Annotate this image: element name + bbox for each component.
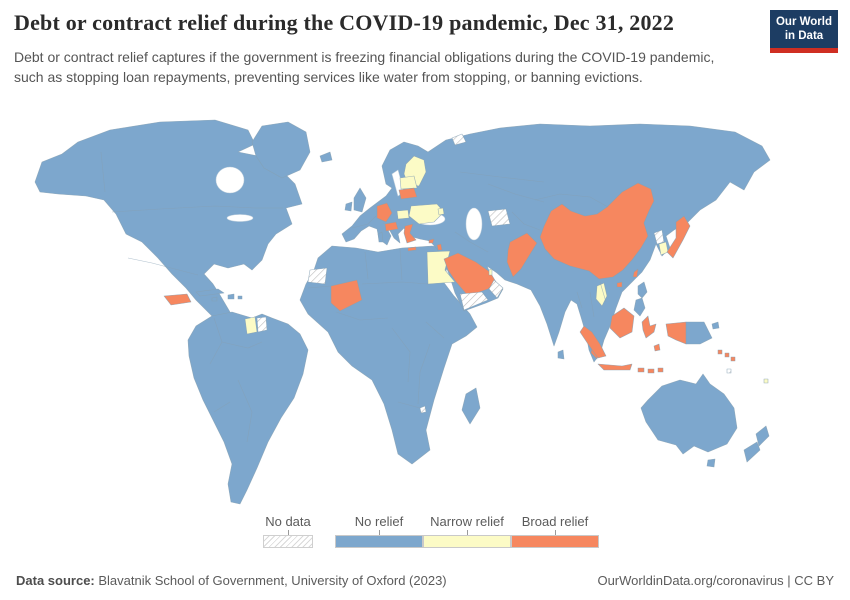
- region-germany[interactable]: [376, 202, 393, 223]
- region-iceland[interactable]: [319, 151, 333, 163]
- datasource-line: Data source: Blavatnik School of Governm…: [16, 573, 447, 588]
- legend-seg-narrow-relief[interactable]: Narrow relief: [423, 514, 511, 548]
- region-oman[interactable]: [488, 279, 504, 299]
- country-borders: [100, 151, 609, 443]
- region-yemen[interactable]: [459, 291, 489, 311]
- region-cyprus[interactable]: [428, 238, 435, 244]
- region-suriname[interactable]: [256, 316, 268, 333]
- region-mali[interactable]: [330, 279, 363, 312]
- region-australia[interactable]: [640, 373, 738, 455]
- region-taiwan[interactable]: [632, 268, 639, 278]
- legend-no-data-swatch[interactable]: [263, 535, 313, 548]
- owid-link[interactable]: OurWorldinData.org/coronavirus: [597, 573, 784, 588]
- world-map-container: [0, 112, 850, 518]
- region-puerto-rico[interactable]: [237, 295, 243, 300]
- legend-tick: [466, 530, 468, 535]
- region-hainan[interactable]: [616, 281, 623, 288]
- chart-footer: Data source: Blavatnik School of Governm…: [16, 573, 834, 588]
- region-tasmania[interactable]: [706, 458, 716, 468]
- region-hispaniola[interactable]: [227, 293, 235, 300]
- region-china[interactable]: [539, 182, 655, 280]
- legend-swatch-broad-relief[interactable]: [511, 535, 599, 548]
- region-laos[interactable]: [595, 282, 608, 307]
- legend-swatch-no-relief[interactable]: [335, 535, 423, 548]
- region-egypt[interactable]: [426, 250, 456, 285]
- region-uk[interactable]: [353, 187, 367, 213]
- region-pakistan[interactable]: [506, 232, 538, 278]
- region-ukraine[interactable]: [408, 203, 445, 225]
- region-solomon-islands[interactable]: [717, 349, 736, 362]
- region-north-korea[interactable]: [653, 229, 665, 245]
- region-fiji[interactable]: [763, 378, 769, 384]
- legend-no-data-label: No data: [265, 514, 311, 529]
- legend-tick: [554, 530, 556, 535]
- owid-logo-line2: in Data: [784, 30, 824, 42]
- license-label: CC BY: [794, 573, 834, 588]
- legend-label-broad-relief: Broad relief: [521, 514, 589, 529]
- chart-subtitle: Debt or contract relief captures if the …: [14, 49, 715, 85]
- region-borneo[interactable]: [609, 307, 635, 339]
- footer-right: OurWorldinData.org/coronavirus | CC BY: [597, 573, 834, 588]
- region-sri-lanka[interactable]: [557, 349, 565, 360]
- region-philippines[interactable]: [633, 281, 648, 317]
- region-austria[interactable]: [384, 221, 399, 232]
- legend-label-narrow-relief: Narrow relief: [430, 514, 504, 529]
- datasource-label: Data source:: [16, 573, 95, 588]
- legend-tick: [287, 530, 289, 535]
- region-vanuatu[interactable]: [726, 368, 732, 374]
- legend-seg-no-relief[interactable]: No relief: [335, 514, 423, 548]
- page-title: Debt or contract relief during the COVID…: [14, 10, 675, 35]
- map-legend: No data No relief Narrow relief Broad re…: [263, 514, 599, 548]
- owid-logo[interactable]: Our World in Data: [770, 10, 838, 53]
- region-sulawesi[interactable]: [641, 315, 657, 339]
- region-greece[interactable]: [403, 223, 417, 252]
- region-turkmenistan[interactable]: [487, 208, 511, 227]
- legend-bar: No relief Narrow relief Broad relief: [335, 514, 599, 548]
- region-lebanon[interactable]: [436, 243, 443, 251]
- region-cuba[interactable]: [195, 288, 225, 297]
- region-sumatra[interactable]: [579, 325, 607, 359]
- region-estonia-latvia[interactable]: [399, 175, 418, 190]
- legend-swatch-narrow-relief[interactable]: [423, 535, 511, 548]
- region-sardinia-corsica[interactable]: [377, 231, 384, 243]
- region-western-sahara[interactable]: [307, 267, 328, 285]
- region-qatar[interactable]: [488, 268, 493, 276]
- region-lesser-sunda[interactable]: [637, 343, 664, 374]
- owid-logo-line1: Our World: [775, 15, 832, 28]
- legend-no-data[interactable]: No data: [263, 514, 313, 548]
- region-java[interactable]: [597, 363, 633, 371]
- region-hungary[interactable]: [396, 209, 410, 220]
- region-guyana[interactable]: [244, 316, 258, 335]
- region-west-papua[interactable]: [665, 321, 687, 345]
- world-map: [34, 119, 771, 505]
- legend-label-no-relief: No relief: [354, 514, 404, 529]
- region-jamaica[interactable]: [211, 296, 218, 302]
- region-south-america[interactable]: [187, 311, 309, 505]
- region-lithuania[interactable]: [398, 187, 418, 200]
- legend-seg-broad-relief[interactable]: Broad relief: [511, 514, 599, 548]
- region-south-korea[interactable]: [658, 241, 669, 256]
- region-honduras[interactable]: [163, 293, 192, 306]
- region-papua-new-guinea[interactable]: [685, 321, 720, 345]
- region-lesotho[interactable]: [419, 405, 427, 414]
- datasource-value: Blavatnik School of Government, Universi…: [98, 573, 447, 588]
- region-new-zealand[interactable]: [743, 425, 770, 463]
- region-ireland[interactable]: [344, 201, 353, 212]
- legend-tick: [378, 530, 380, 535]
- footer-separator: |: [787, 573, 791, 588]
- region-japan[interactable]: [666, 215, 691, 259]
- region-svalbard[interactable]: [451, 133, 467, 146]
- region-greenland[interactable]: [251, 121, 311, 179]
- region-madagascar[interactable]: [461, 387, 481, 425]
- region-moldova[interactable]: [437, 207, 445, 216]
